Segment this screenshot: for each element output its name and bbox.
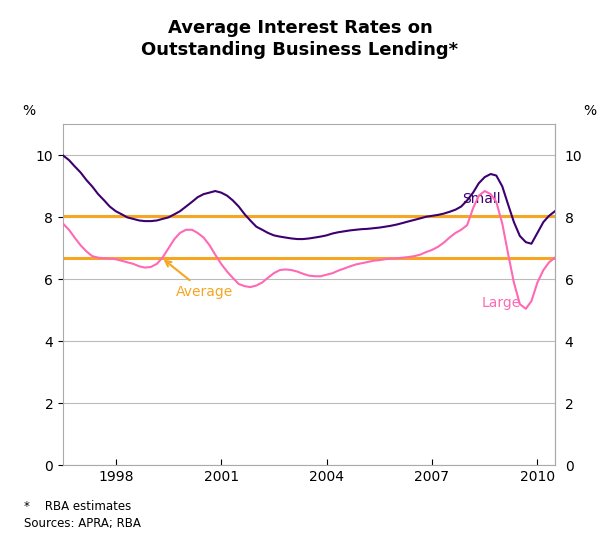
- Text: Sources: APRA; RBA: Sources: APRA; RBA: [24, 517, 141, 530]
- Text: Large: Large: [481, 295, 520, 309]
- Text: Average Interest Rates on
Outstanding Business Lending*: Average Interest Rates on Outstanding Bu…: [142, 19, 458, 59]
- Text: *    RBA estimates: * RBA estimates: [24, 500, 131, 513]
- Text: %: %: [583, 104, 596, 117]
- Text: Average: Average: [166, 261, 233, 299]
- Text: Small: Small: [462, 192, 500, 206]
- Text: %: %: [22, 104, 35, 117]
